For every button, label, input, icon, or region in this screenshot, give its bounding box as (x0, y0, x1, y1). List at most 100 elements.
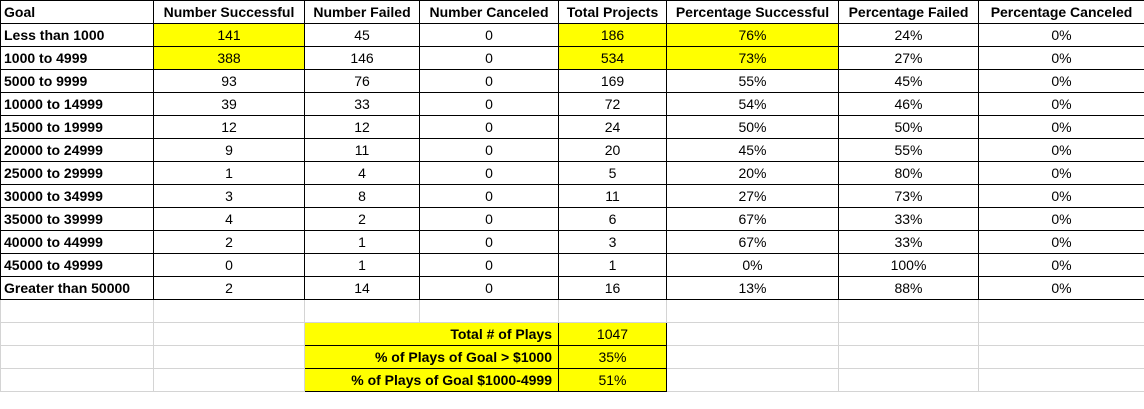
summary-label[interactable]: % of Plays of Goal $1000-4999 (304, 368, 559, 392)
cell-number-failed[interactable]: 12 (304, 115, 420, 139)
cell-percentage-successful[interactable]: 67% (666, 207, 839, 231)
cell-percentage-failed[interactable]: 27% (838, 46, 979, 70)
cell[interactable] (978, 368, 1144, 392)
cell[interactable] (666, 322, 839, 346)
cell-percentage-successful[interactable]: 76% (666, 23, 839, 47)
cell-percentage-successful[interactable]: 73% (666, 46, 839, 70)
cell-goal[interactable]: 10000 to 14999 (0, 92, 154, 116)
cell-number-failed[interactable]: 14 (304, 276, 420, 300)
cell[interactable] (838, 299, 979, 323)
cell-percentage-failed[interactable]: 100% (838, 253, 979, 277)
cell-percentage-successful[interactable]: 55% (666, 69, 839, 93)
cell-percentage-successful[interactable]: 27% (666, 184, 839, 208)
cell-goal[interactable]: 35000 to 39999 (0, 207, 154, 231)
cell[interactable] (0, 368, 154, 392)
cell-number-failed[interactable]: 33 (304, 92, 420, 116)
cell-total-projects[interactable]: 16 (558, 276, 667, 300)
cell-goal[interactable]: 45000 to 49999 (0, 253, 154, 277)
cell-percentage-canceled[interactable]: 0% (978, 46, 1144, 70)
cell-total-projects[interactable]: 6 (558, 207, 667, 231)
cell-number-failed[interactable]: 4 (304, 161, 420, 185)
summary-value[interactable]: 1047 (558, 322, 667, 346)
cell[interactable] (978, 345, 1144, 369)
cell-number-successful[interactable]: 93 (153, 69, 305, 93)
cell-goal[interactable]: 5000 to 9999 (0, 69, 154, 93)
cell-percentage-canceled[interactable]: 0% (978, 230, 1144, 254)
cell-goal[interactable]: 30000 to 34999 (0, 184, 154, 208)
cell[interactable] (153, 299, 305, 323)
cell-number-successful[interactable]: 141 (153, 23, 305, 47)
cell-percentage-failed[interactable]: 33% (838, 207, 979, 231)
cell[interactable] (304, 299, 420, 323)
cell-number-failed[interactable]: 1 (304, 253, 420, 277)
cell-total-projects[interactable]: 1 (558, 253, 667, 277)
cell-goal[interactable]: Greater than 50000 (0, 276, 154, 300)
cell-percentage-failed[interactable]: 55% (838, 138, 979, 162)
cell-number-failed[interactable]: 2 (304, 207, 420, 231)
cell-number-successful[interactable]: 388 (153, 46, 305, 70)
cell-total-projects[interactable]: 534 (558, 46, 667, 70)
cell-number-canceled[interactable]: 0 (419, 69, 559, 93)
cell-number-successful[interactable]: 2 (153, 276, 305, 300)
cell-percentage-failed[interactable]: 46% (838, 92, 979, 116)
cell-total-projects[interactable]: 3 (558, 230, 667, 254)
cell-number-successful[interactable]: 0 (153, 253, 305, 277)
cell[interactable] (838, 345, 979, 369)
cell-number-successful[interactable]: 2 (153, 230, 305, 254)
cell[interactable] (419, 299, 559, 323)
cell-total-projects[interactable]: 11 (558, 184, 667, 208)
cell-number-failed[interactable]: 11 (304, 138, 420, 162)
cell-number-canceled[interactable]: 0 (419, 138, 559, 162)
header-cell-number-successful[interactable]: Number Successful (153, 0, 305, 24)
header-cell-percentage-canceled[interactable]: Percentage Canceled (978, 0, 1144, 24)
cell-number-successful[interactable]: 1 (153, 161, 305, 185)
cell-percentage-successful[interactable]: 0% (666, 253, 839, 277)
header-cell-total-projects[interactable]: Total Projects (558, 0, 667, 24)
cell[interactable] (558, 299, 667, 323)
header-cell-goal[interactable]: Goal (0, 0, 154, 24)
cell[interactable] (153, 345, 305, 369)
cell-percentage-failed[interactable]: 50% (838, 115, 979, 139)
cell-number-failed[interactable]: 45 (304, 23, 420, 47)
cell[interactable] (838, 368, 979, 392)
cell-percentage-canceled[interactable]: 0% (978, 138, 1144, 162)
cell-percentage-canceled[interactable]: 0% (978, 161, 1144, 185)
cell-percentage-successful[interactable]: 54% (666, 92, 839, 116)
summary-label[interactable]: Total # of Plays (304, 322, 559, 346)
cell[interactable] (0, 322, 154, 346)
cell-number-canceled[interactable]: 0 (419, 115, 559, 139)
cell-number-canceled[interactable]: 0 (419, 230, 559, 254)
cell-number-canceled[interactable]: 0 (419, 276, 559, 300)
cell-number-canceled[interactable]: 0 (419, 161, 559, 185)
cell-goal[interactable]: 1000 to 4999 (0, 46, 154, 70)
header-cell-percentage-successful[interactable]: Percentage Successful (666, 0, 839, 24)
cell-percentage-canceled[interactable]: 0% (978, 253, 1144, 277)
cell-percentage-successful[interactable]: 67% (666, 230, 839, 254)
cell-number-successful[interactable]: 9 (153, 138, 305, 162)
cell-total-projects[interactable]: 169 (558, 69, 667, 93)
summary-value[interactable]: 51% (558, 368, 667, 392)
cell-percentage-failed[interactable]: 73% (838, 184, 979, 208)
cell[interactable] (153, 322, 305, 346)
cell-number-canceled[interactable]: 0 (419, 207, 559, 231)
cell[interactable] (838, 322, 979, 346)
cell-percentage-canceled[interactable]: 0% (978, 207, 1144, 231)
cell-percentage-canceled[interactable]: 0% (978, 184, 1144, 208)
cell-percentage-successful[interactable]: 20% (666, 161, 839, 185)
header-cell-number-canceled[interactable]: Number Canceled (419, 0, 559, 24)
header-cell-number-failed[interactable]: Number Failed (304, 0, 420, 24)
cell-percentage-canceled[interactable]: 0% (978, 276, 1144, 300)
cell-number-canceled[interactable]: 0 (419, 92, 559, 116)
cell-percentage-successful[interactable]: 50% (666, 115, 839, 139)
cell-number-successful[interactable]: 4 (153, 207, 305, 231)
cell-goal[interactable]: 25000 to 29999 (0, 161, 154, 185)
cell[interactable] (978, 322, 1144, 346)
cell[interactable] (0, 299, 154, 323)
cell[interactable] (666, 299, 839, 323)
cell-percentage-canceled[interactable]: 0% (978, 115, 1144, 139)
cell-number-canceled[interactable]: 0 (419, 184, 559, 208)
cell-percentage-successful[interactable]: 13% (666, 276, 839, 300)
cell-percentage-canceled[interactable]: 0% (978, 23, 1144, 47)
cell-percentage-canceled[interactable]: 0% (978, 69, 1144, 93)
cell-goal[interactable]: 20000 to 24999 (0, 138, 154, 162)
